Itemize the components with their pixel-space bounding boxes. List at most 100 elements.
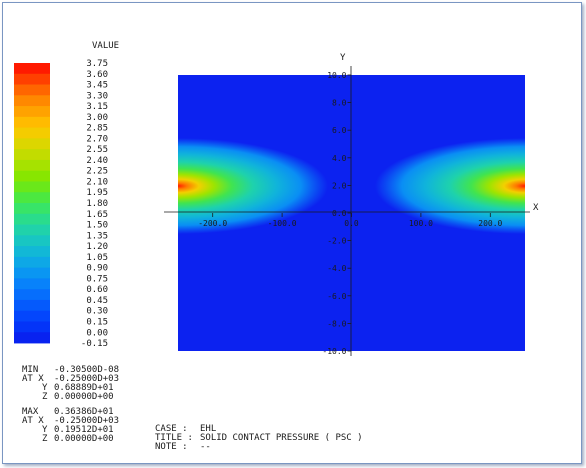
legend-swatches	[14, 63, 50, 344]
legend-swatch	[14, 256, 50, 269]
y-tick-label: 2.0	[332, 181, 347, 190]
legend-level-label: 2.40	[86, 156, 108, 166]
legend-labels: 3.753.603.453.303.153.002.852.702.552.40…	[81, 59, 108, 349]
y-tick-label: -4.0	[327, 264, 346, 273]
note-label: NOTE :	[155, 442, 188, 452]
min-y-label: Y	[42, 383, 48, 393]
legend-swatch	[14, 213, 50, 225]
legend-swatch	[14, 106, 50, 118]
legend-level-label: 2.10	[86, 177, 108, 187]
x-tick-label: -200.0	[198, 219, 227, 228]
legend-swatch	[14, 84, 50, 96]
legend-level-label: 3.60	[86, 70, 108, 80]
legend-swatch	[14, 224, 50, 236]
legend-level-label: 0.30	[86, 307, 108, 317]
min-label: MIN	[22, 365, 38, 375]
legend-swatch	[14, 278, 50, 290]
legend-level-label: 0.45	[86, 296, 108, 306]
legend-level-label: 0.60	[86, 285, 108, 295]
y-tick-label: 4.0	[332, 154, 347, 163]
legend-swatch	[14, 332, 50, 344]
y-tick-label: 10.0	[327, 71, 346, 80]
y-tick-label: 8.0	[332, 99, 347, 108]
max-value: 0.36386D+01	[54, 407, 114, 417]
legend-level-label: 3.75	[86, 59, 108, 69]
min-x-value: -0.25000D+03	[54, 374, 119, 384]
legend-swatch	[14, 267, 50, 279]
legend-level-label: 0.15	[86, 317, 108, 327]
x-tick-label: 200.0	[478, 219, 502, 228]
min-stats: MIN -0.30500D-08 AT X -0.25000D+03 Y 0.6…	[22, 365, 119, 402]
min-value: -0.30500D-08	[54, 365, 119, 375]
legend-swatch	[14, 310, 50, 322]
legend-swatch	[14, 289, 50, 301]
legend-title: VALUE	[92, 41, 119, 51]
legend-swatch	[14, 192, 50, 204]
legend-level-label: 1.65	[86, 210, 108, 220]
max-label: MAX	[22, 407, 39, 417]
case-value: EHL	[200, 424, 216, 434]
legend-swatch	[14, 235, 50, 247]
legend-swatch	[14, 170, 50, 182]
max-at-label: AT X	[22, 416, 44, 426]
case-info: CASE : EHL TITLE : SOLID CONTACT PRESSUR…	[155, 424, 363, 452]
legend-level-label: 1.50	[86, 221, 108, 231]
legend: VALUE 3.753.603.453.303.153.002.852.702.…	[14, 41, 119, 349]
legend-swatch	[14, 246, 50, 258]
legend-level-label: 3.30	[86, 91, 108, 101]
x-tick-label: -100.0	[268, 219, 297, 228]
legend-level-label: 1.35	[86, 231, 108, 241]
x-tick-label: 100.0	[409, 219, 433, 228]
legend-level-label: 2.25	[86, 167, 108, 177]
legend-level-label: 0.75	[86, 274, 108, 284]
legend-level-label: 1.20	[86, 242, 108, 252]
title-value: SOLID CONTACT PRESSURE ( PSC )	[200, 433, 363, 443]
note-value: --	[200, 442, 211, 452]
legend-swatch	[14, 203, 50, 215]
legend-swatch	[14, 321, 50, 333]
legend-swatch	[14, 73, 50, 85]
min-at-label: AT X	[22, 374, 44, 384]
min-y-value: 0.68889D+01	[54, 383, 114, 393]
legend-level-label: 2.55	[86, 145, 108, 155]
max-x-value: -0.25000D+03	[54, 416, 119, 426]
min-z-label: Z	[42, 392, 48, 402]
x-ticks: -200.0 -100.0 0.0 100.0 200.0	[198, 213, 503, 228]
title-label: TITLE :	[155, 433, 193, 443]
max-y-label: Y	[42, 425, 48, 435]
legend-level-label: 1.95	[86, 188, 108, 198]
legend-level-label: 0.00	[86, 328, 108, 338]
case-label: CASE :	[155, 424, 188, 434]
legend-swatch	[14, 299, 50, 312]
legend-level-label: 3.45	[86, 81, 108, 91]
legend-level-label: 3.15	[86, 102, 108, 112]
legend-level-label: 2.85	[86, 124, 108, 134]
legend-swatch	[14, 138, 50, 150]
max-y-value: 0.19512D+01	[54, 425, 114, 435]
legend-level-label: -0.15	[81, 339, 108, 349]
max-z-label: Z	[42, 434, 48, 444]
legend-swatch	[14, 116, 50, 129]
max-stats: MAX 0.36386D+01 AT X -0.25000D+03 Y 0.19…	[22, 407, 119, 444]
axes: X Y -200.0 -100.0 0.0 100.0 200.0 10.0 8.0 6.0…	[164, 53, 539, 356]
legend-level-label: 1.05	[86, 253, 108, 263]
peak-right	[375, 138, 525, 234]
max-z-value: 0.00000D+00	[54, 434, 114, 444]
legend-level-label: 2.70	[86, 134, 108, 144]
legend-level-label: 0.90	[86, 264, 108, 274]
legend-level-label: 3.00	[86, 113, 108, 123]
legend-swatch	[14, 127, 50, 139]
peak-left	[178, 138, 328, 234]
legend-swatch	[14, 63, 50, 75]
y-tick-label: -2.0	[327, 237, 346, 246]
legend-swatch	[14, 149, 50, 161]
y-tick-label: -10.0	[322, 347, 346, 356]
y-tick-label: 6.0	[332, 126, 347, 135]
min-z-value: 0.00000D+00	[54, 392, 114, 402]
legend-swatch	[14, 95, 50, 107]
x-tick-label: 0.0	[344, 219, 359, 228]
y-ticks: 10.0 8.0 6.0 4.0 2.0 0.0 -2.0 -4.0 -6.0 -8.0 -10.0	[322, 71, 352, 356]
y-tick-label: -8.0	[327, 319, 346, 328]
legend-swatch	[14, 159, 50, 172]
